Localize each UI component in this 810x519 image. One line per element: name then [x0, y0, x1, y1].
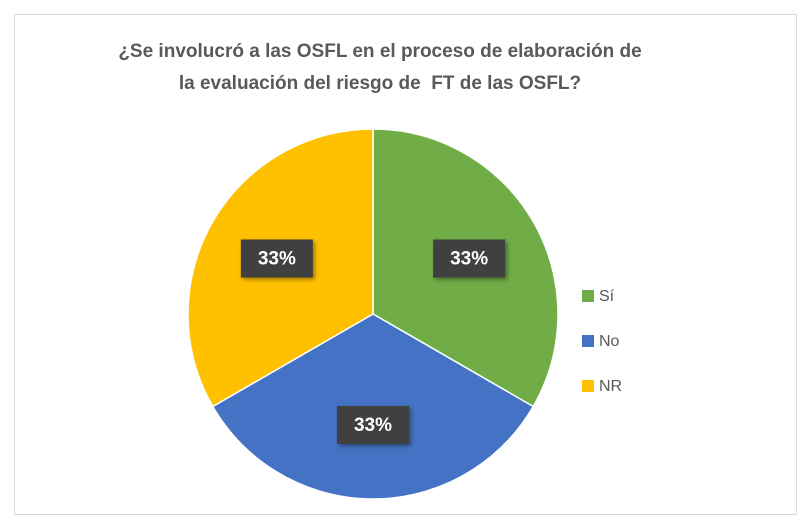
legend-label: No: [599, 333, 620, 350]
legend-swatch: [582, 335, 594, 347]
data-label: 33%: [450, 249, 488, 270]
data-label: 33%: [354, 415, 392, 436]
legend-swatch: [582, 380, 594, 392]
data-label-box: [240, 239, 313, 278]
data-label-box: [433, 239, 506, 278]
chart-title: ¿Se involucró a las OSFL en el proceso d…: [118, 41, 641, 62]
chart-title: la evaluación del riesgo de FT de las OS…: [179, 73, 581, 94]
legend-swatch: [582, 290, 594, 302]
data-label-box: [337, 406, 409, 444]
legend-label: Sí: [599, 288, 615, 305]
data-label: 33%: [258, 249, 296, 270]
legend-label: NR: [599, 378, 622, 395]
